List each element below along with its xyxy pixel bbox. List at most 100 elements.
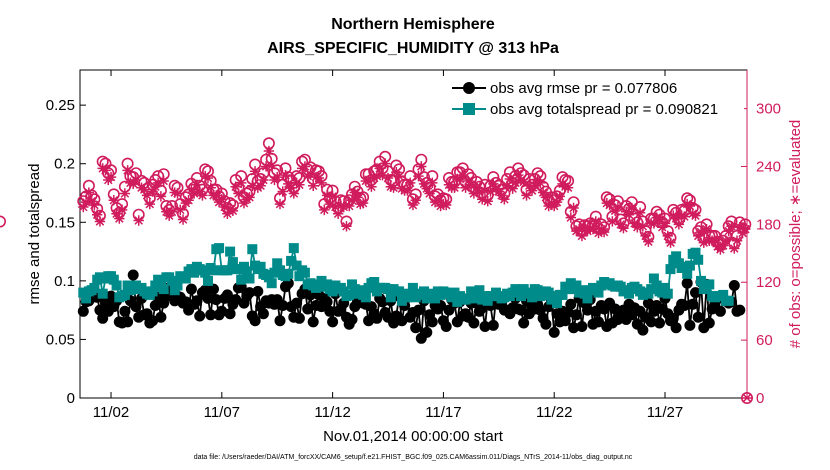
rmse-point	[681, 277, 693, 289]
rmse-point	[670, 322, 682, 334]
totalspread-point	[543, 287, 554, 298]
rmse-point	[518, 317, 530, 329]
rmse-point	[210, 294, 222, 306]
obs-evaluated-point	[427, 177, 438, 189]
obs-evaluated-point	[155, 191, 167, 202]
obs-evaluated-point	[554, 191, 565, 202]
obs-evaluated-point	[89, 199, 100, 211]
totalspread-point	[369, 277, 380, 287]
rmse-point	[413, 304, 424, 316]
totalspread-point	[286, 255, 297, 266]
obs-evaluated-point	[127, 178, 139, 190]
totalspread-point	[214, 243, 225, 254]
obs-evaluated-point	[540, 192, 552, 203]
rmse-point	[692, 311, 704, 323]
totalspread-point	[532, 285, 543, 296]
obs-evaluated-point	[720, 235, 732, 246]
rmse-point	[244, 287, 255, 299]
obs-evaluated-point	[693, 230, 704, 242]
series-obs-evaluated	[78, 146, 751, 255]
obs-evaluated-point	[632, 222, 643, 233]
totalspread-point	[452, 296, 463, 307]
obs-evaluated-point	[147, 186, 158, 197]
obs-evaluated-point	[285, 182, 297, 193]
rmse-point	[667, 312, 679, 324]
obs-evaluated-point	[740, 223, 751, 235]
obs-evaluated-point	[637, 221, 649, 232]
rmse-point	[185, 283, 197, 295]
obs-evaluated-point	[690, 210, 701, 221]
obs-evaluated-point	[407, 199, 419, 211]
obs-evaluated-point	[440, 199, 452, 211]
legend-box	[448, 76, 744, 122]
totalspread-point	[241, 266, 252, 277]
obs-evaluated-point	[393, 170, 405, 182]
obs-evaluated-point	[194, 186, 205, 197]
totalspread-point	[233, 264, 244, 275]
obs-evaluated-point	[341, 221, 352, 232]
obs-evaluated-point	[294, 179, 305, 190]
totalspread-point	[97, 288, 108, 299]
obs-evaluated-point	[169, 187, 180, 198]
series-totalspread	[78, 243, 734, 309]
obs-evaluated-point	[335, 200, 347, 212]
obs-evaluated-point	[698, 237, 709, 248]
totalspread-point	[593, 287, 604, 298]
obs-evaluated-point	[507, 183, 518, 194]
totalspread-point	[222, 265, 233, 276]
obs-evaluated-point	[260, 161, 272, 172]
obs-evaluated-point	[391, 167, 402, 178]
obs-evaluated-point	[723, 225, 734, 237]
obs-evaluated-point	[404, 177, 416, 189]
obs-evaluated-point	[332, 208, 344, 219]
obs-evaluated-point	[513, 169, 524, 181]
totalspread-point	[247, 244, 258, 255]
obs-evaluated-point	[524, 180, 535, 191]
obs-evaluated-point	[734, 222, 745, 233]
rmse-point	[714, 305, 726, 317]
obs-evaluated-point	[717, 240, 729, 251]
totalspread-point	[269, 267, 280, 278]
totalspread-point	[696, 275, 706, 286]
totalspread-point	[180, 273, 191, 284]
obs-evaluated-point	[310, 171, 322, 183]
totalspread-point	[385, 292, 396, 303]
obs-evaluated-point	[609, 205, 621, 217]
rmse-point	[440, 321, 452, 332]
totalspread-point	[200, 267, 211, 278]
obs-evaluated-point	[607, 216, 618, 227]
rmse-point	[130, 301, 142, 313]
rmse-point	[277, 300, 289, 311]
totalspread-point	[272, 258, 283, 269]
x-tick-label: 11/27	[647, 404, 683, 421]
rmse-point	[568, 322, 580, 334]
y2-tick-label: 240	[756, 158, 781, 175]
rmse-point	[324, 305, 336, 317]
obs-evaluated-point	[175, 204, 186, 216]
obs-evaluated-point	[78, 201, 89, 213]
y2-axis-label: # of obs: o=possible; ∗=evaluated	[787, 120, 804, 349]
obs-evaluated-point	[565, 212, 577, 223]
totalspread-point	[684, 260, 695, 271]
obs-evaluated-point	[662, 230, 673, 242]
obs-evaluated-point	[114, 213, 125, 224]
y-tick-label: 0.2	[54, 156, 75, 173]
obs-evaluated-point	[133, 215, 144, 226]
totalspread-point	[693, 254, 704, 265]
obs-evaluated-point	[86, 196, 97, 207]
totalspread-point	[150, 280, 161, 291]
obs-evaluated-point	[150, 181, 161, 192]
obs-evaluated-point	[366, 181, 377, 192]
totalspread-point	[236, 274, 247, 285]
totalspread-point	[158, 284, 169, 295]
y-tick-label: 0.1	[54, 273, 75, 290]
obs-evaluated-point	[94, 216, 106, 227]
totalspread-point	[471, 293, 482, 304]
rmse-point	[410, 322, 422, 334]
totalspread-point	[516, 291, 526, 302]
obs-evaluated-point	[385, 181, 396, 192]
obs-evaluated-point	[701, 223, 712, 235]
totalspread-point	[463, 293, 474, 304]
obs-evaluated-point	[205, 182, 216, 193]
rmse-point	[249, 315, 261, 327]
